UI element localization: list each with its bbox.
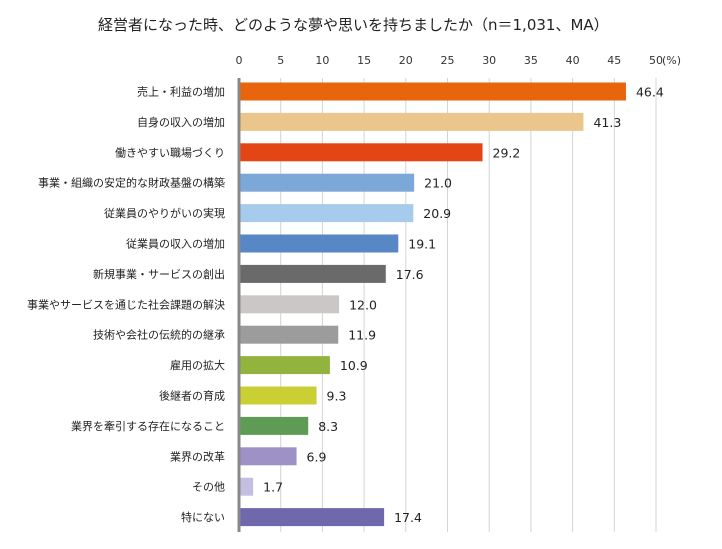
x-tick-label: 20 [399,54,413,67]
category-labels: 売上・利益の増加自身の収入の増加働きやすい職場づくり事業・組織の安定的な財政基盤… [27,85,225,525]
bar [239,356,330,375]
value-label: 46.4 [636,85,664,100]
value-label: 1.7 [263,480,283,495]
bar [239,264,386,283]
bar [239,477,254,496]
bar [239,325,339,344]
x-tick-label: 25 [441,54,455,67]
category-label: その他 [192,481,225,494]
bar [239,234,399,253]
value-label: 9.3 [327,389,347,404]
bars [239,82,626,527]
value-label: 6.9 [307,449,327,464]
value-label: 8.3 [318,419,338,434]
bar [239,82,626,101]
bar [239,143,483,162]
x-tick-labels: 0 5 10 15 20 25 30 35 40 45 50 [236,54,664,67]
bar [239,447,297,466]
value-label: 12.0 [349,297,377,312]
x-tick-label: 40 [566,54,580,67]
category-label: 自身の収入の増加 [137,115,225,129]
axis-unit-label: (%) [662,54,681,67]
category-label: 売上・利益の増加 [137,85,225,99]
x-tick-label: 45 [607,54,621,67]
x-tick-label: 30 [482,54,496,67]
category-label: 事業やサービスを通じた社会課題の解決 [27,297,225,311]
value-label: 29.2 [493,145,521,160]
value-label: 11.9 [348,328,376,343]
category-label: 事業・組織の安定的な財政基盤の構築 [38,176,225,190]
category-label: 技術や会社の伝統的の継承 [93,328,225,342]
category-label: 新規事業・サービスの創出 [93,267,225,281]
x-tick-label: 15 [357,54,371,67]
x-tick-label: 35 [524,54,538,67]
x-tick-label: 0 [236,54,243,67]
bar [239,173,415,192]
value-label: 19.1 [408,237,436,252]
value-label: 17.4 [394,510,422,525]
chart-title: 経営者になった時、どのような夢や思いを持ちましたか（n＝1,031、MA） [98,16,609,34]
bar [239,416,309,435]
category-label: 雇用の拡大 [170,358,225,372]
category-label: 従業員のやりがいの実現 [104,206,225,220]
bar [239,508,385,527]
category-label: 働きやすい職場づくり [115,146,225,159]
x-tick-label: 5 [277,54,284,67]
value-label: 20.9 [423,206,451,221]
category-label: 後継者の育成 [159,389,225,403]
value-label: 41.3 [593,115,621,130]
bar [239,204,414,223]
category-label: 業界を牽引する存在になること [71,419,225,433]
category-label: 特にない [181,510,225,524]
value-label: 21.0 [424,176,452,191]
value-labels: 46.4 41.3 29.2 21.0 20.9 19.1 17.6 12.0 11.9 10.9… [263,85,664,526]
bar [239,295,340,314]
bar [239,112,584,131]
x-tick-label: 10 [315,54,329,67]
category-label: 従業員の収入の増加 [126,238,225,251]
bar [239,386,317,405]
value-label: 17.6 [396,267,424,282]
value-label: 10.9 [340,358,368,373]
category-label: 業界の改革 [170,449,225,463]
x-tick-label: 50 [649,54,663,67]
